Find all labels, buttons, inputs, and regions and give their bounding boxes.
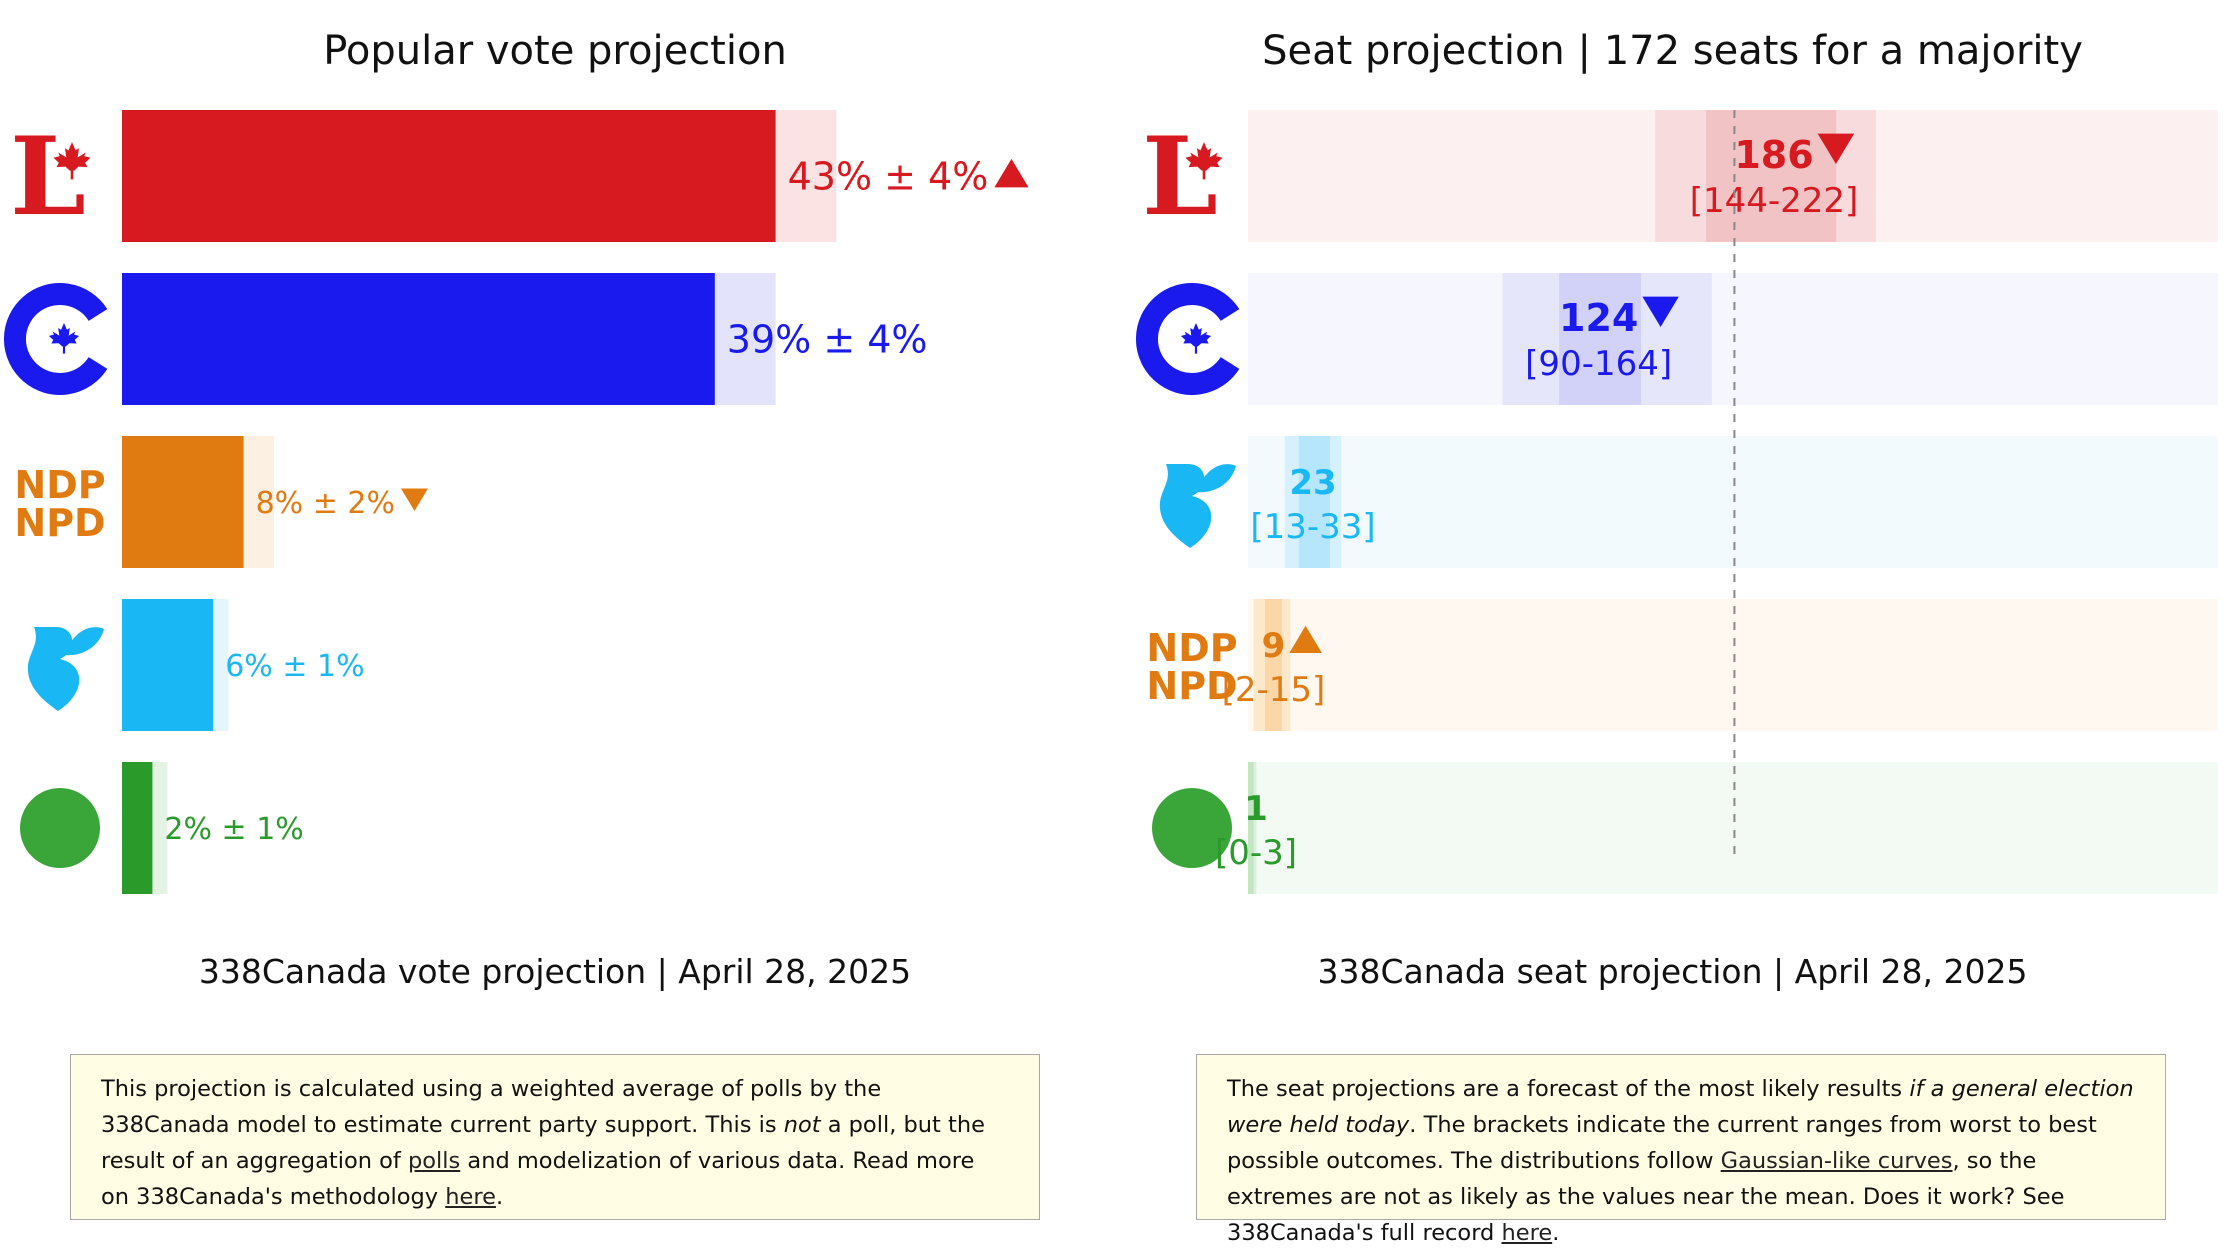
ndp-vote-label: 8% ± 2% bbox=[256, 486, 395, 521]
npd-logo-text: NPD bbox=[14, 501, 105, 545]
vote-chart-title: Popular vote projection bbox=[323, 28, 787, 74]
bq-vote-bar bbox=[122, 599, 214, 731]
maple-leaf-icon bbox=[1180, 323, 1212, 354]
gpc-vote-bar bbox=[122, 762, 153, 894]
seat-chart: L 186[144-222]124[90-164]23[13-33]NDPNPD9… bbox=[1135, 110, 2218, 894]
gpc-vote-label: 2% ± 1% bbox=[164, 812, 303, 847]
methodology-here-link[interactable]: here bbox=[445, 1184, 496, 1210]
vote-note-italic: not bbox=[783, 1112, 821, 1138]
full-record-here-link[interactable]: here bbox=[1501, 1220, 1553, 1246]
gpc-seat-core-bar bbox=[1248, 762, 1254, 894]
bloc-fleur-icon bbox=[27, 627, 80, 711]
liberal-l-icon: L bbox=[1142, 114, 1218, 240]
bloc-leaf-icon bbox=[64, 627, 104, 656]
seat-note-text-2: . The brackets indicate the current rang… bbox=[1227, 1112, 2097, 1174]
green-circle-icon bbox=[20, 788, 100, 868]
ndp-seat-core-bar bbox=[1264, 599, 1282, 731]
seat-note-text-1: The seat projections are a forecast of t… bbox=[1227, 1076, 1910, 1102]
seat-methodology-note: The seat projections are a forecast of t… bbox=[1196, 1054, 2166, 1246]
lpc-logo: L bbox=[1142, 114, 1223, 240]
lpc-seat-range-label: [144-222] bbox=[1690, 181, 1859, 221]
vote-projection-panel: Popular vote projection L 43% ± 4% 39% ± 4… bbox=[0, 0, 1110, 1222]
trend-up-icon bbox=[1289, 625, 1322, 653]
cpc-seat-core-bar bbox=[1559, 273, 1642, 405]
cpc-seat-range-label: [90-164] bbox=[1525, 344, 1672, 384]
lpc-seat-labels: 186[144-222] bbox=[1690, 133, 1859, 221]
polls-link[interactable]: polls bbox=[407, 1148, 461, 1174]
liberal-l-icon: L bbox=[10, 114, 86, 240]
bq-logo bbox=[27, 627, 104, 711]
vote-chart-subtitle: 338Canada vote projection | April 28, 20… bbox=[198, 952, 912, 991]
lpc-vote-label: 43% ± 4% bbox=[788, 155, 989, 199]
vote-note-text-3: and modelization of various data. Read m… bbox=[101, 1148, 975, 1210]
bloc-fleur-icon bbox=[1159, 464, 1212, 548]
conservative-c-icon bbox=[1135, 283, 1240, 395]
bq-vote-label: 6% ± 1% bbox=[225, 649, 364, 684]
bq-seat-range-label: [13-33] bbox=[1250, 507, 1375, 547]
ndp-logo-text: NDP bbox=[14, 463, 105, 507]
trend-down-icon bbox=[401, 488, 429, 511]
cpc-seat-labels: 124[90-164] bbox=[1525, 296, 1679, 384]
bq-seat-row-bg bbox=[1248, 436, 2218, 568]
cpc-seat-value-label: 124 bbox=[1559, 296, 1638, 340]
lpc-logo: L bbox=[10, 114, 91, 240]
ndp-logo-text: NDP bbox=[1146, 626, 1237, 670]
gpc-logo bbox=[20, 788, 100, 868]
seat-note-text-4: . bbox=[1552, 1220, 1560, 1246]
bloc-leaf-icon bbox=[1196, 464, 1236, 493]
vote-note-text-2: a poll, but the result of an aggregation… bbox=[101, 1112, 985, 1174]
ndp-vote-bar bbox=[122, 436, 244, 568]
trend-down-icon bbox=[1642, 296, 1679, 327]
seat-chart-subtitle: 338Canada seat projection | April 28, 20… bbox=[1317, 952, 2028, 991]
seat-note-italic: if a general election were held today bbox=[1227, 1076, 2134, 1138]
lpc-vote-bar bbox=[122, 110, 776, 242]
trend-down-icon bbox=[1817, 133, 1855, 164]
cpc-logo bbox=[1135, 283, 1240, 395]
ndp-seat-value-label: 9 bbox=[1262, 626, 1286, 666]
ndp-seat-row-bg bbox=[1248, 599, 2218, 731]
cpc-vote-bar bbox=[122, 273, 715, 405]
cpc-vote-label: 39% ± 4% bbox=[727, 318, 928, 362]
gpc-seat-range-label: [0-3] bbox=[1215, 833, 1297, 873]
gpc-seat-labels: 1[0-3] bbox=[1215, 789, 1297, 873]
vote-methodology-note: This projection is calculated using a we… bbox=[70, 1054, 1040, 1220]
vote-note-text-1: This projection is calculated using a we… bbox=[101, 1076, 882, 1138]
maple-leaf-icon bbox=[53, 142, 91, 180]
seat-chart-title: Seat projection | 172 seats for a majori… bbox=[1262, 28, 2083, 74]
ndp-seat-labels: 9[2-15] bbox=[1222, 625, 1326, 710]
cpc-seat-row-bg bbox=[1248, 273, 2218, 405]
bq-logo bbox=[1159, 464, 1236, 548]
gaussian-curves-link[interactable]: Gaussian-like curves bbox=[1720, 1148, 1953, 1174]
lpc-seat-value-label: 186 bbox=[1734, 133, 1813, 177]
maple-leaf-icon bbox=[1185, 142, 1223, 180]
bq-seat-value-label: 23 bbox=[1289, 463, 1336, 503]
green-circle-icon bbox=[1152, 788, 1232, 868]
conservative-c-icon bbox=[3, 283, 108, 395]
npd-logo-text: NPD bbox=[1146, 664, 1237, 708]
maple-leaf-icon bbox=[48, 323, 80, 354]
ndp-seat-range-label: [2-15] bbox=[1222, 670, 1326, 710]
bq-seat-labels: 23[13-33] bbox=[1250, 463, 1375, 547]
cpc-logo bbox=[3, 283, 108, 395]
vote-note-text-4: . bbox=[495, 1184, 504, 1210]
seat-projection-panel: Seat projection | 172 seats for a majori… bbox=[1110, 0, 2239, 1246]
trend-up-icon bbox=[994, 158, 1029, 188]
gpc-seat-value-label: 1 bbox=[1244, 789, 1268, 829]
lpc-seat-core-bar bbox=[1706, 110, 1837, 242]
gpc-seat-row-bg bbox=[1248, 762, 2218, 894]
bq-seat-core-bar bbox=[1298, 436, 1331, 568]
gpc-logo bbox=[1152, 788, 1232, 868]
